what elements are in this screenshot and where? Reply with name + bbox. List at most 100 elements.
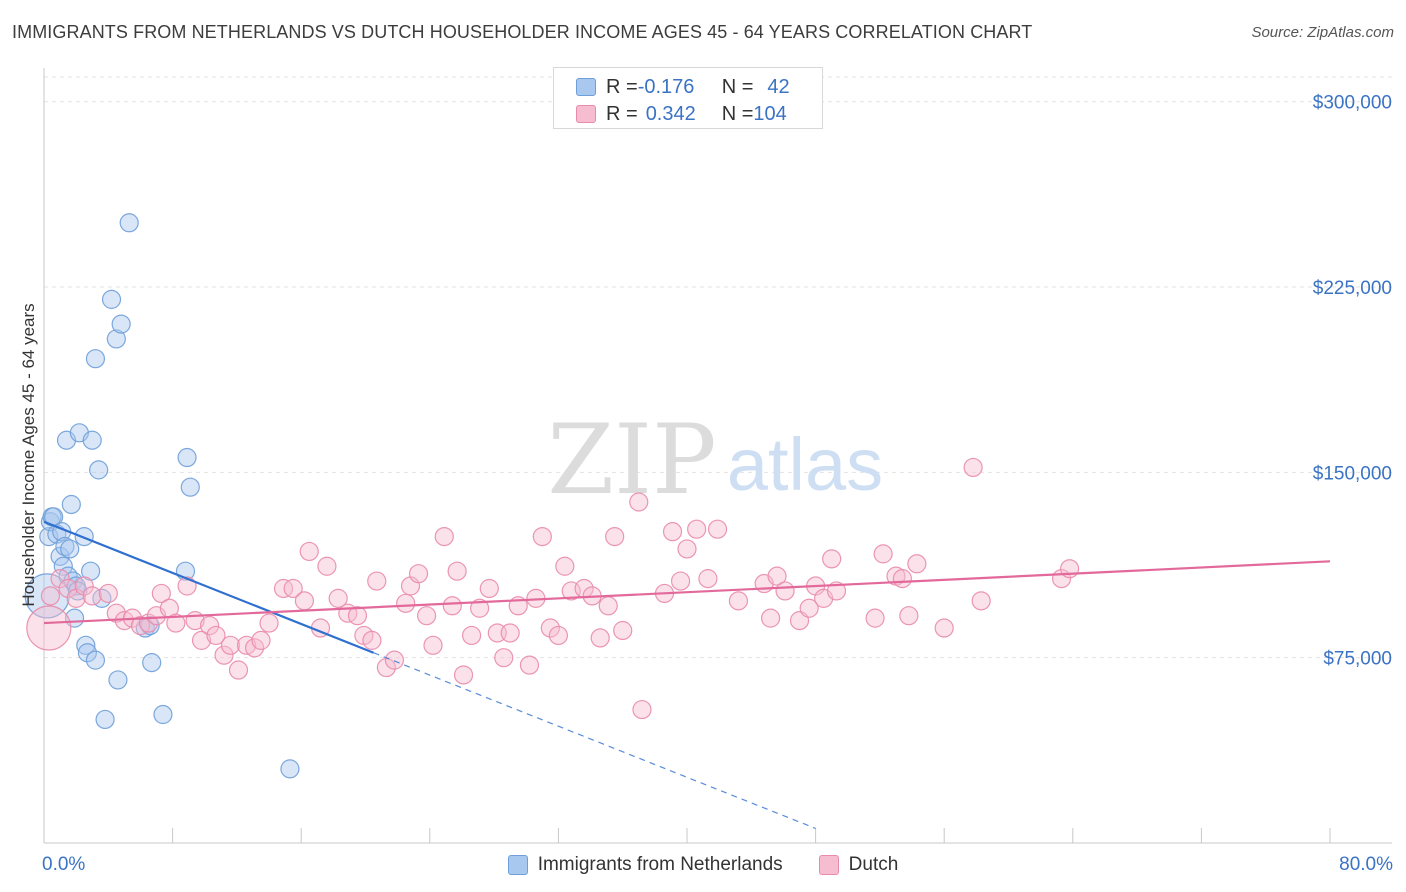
data-point [632, 699, 652, 720]
legend-swatch-dutch [818, 855, 839, 875]
data-point [408, 564, 429, 584]
data-point [142, 653, 162, 673]
x-tick-labels: 0.0% 80.0% [42, 854, 1393, 875]
grid-lines [44, 76, 1392, 659]
legend-r-label: R = [606, 75, 638, 98]
series-immigrants-points [24, 213, 300, 779]
data-point [971, 591, 991, 611]
data-point [590, 628, 610, 648]
legend-swatch-immigrants [576, 78, 596, 96]
data-point [61, 494, 81, 515]
legend-row-dutch: R = 0.342 N = 104 [576, 101, 787, 127]
trend-lines [43, 520, 1331, 829]
data-point [82, 586, 102, 606]
data-point [540, 618, 560, 638]
data-point [899, 606, 919, 626]
legend-r-value: 0.342 [645, 102, 696, 125]
data-point [40, 586, 61, 606]
data-point [101, 289, 122, 309]
data-point [77, 643, 98, 663]
data-point [259, 613, 279, 633]
data-point [85, 349, 106, 369]
data-point [153, 704, 173, 725]
trend-line-dutch [43, 560, 1331, 625]
data-point [206, 625, 226, 646]
data-point [532, 526, 552, 547]
data-point [629, 492, 649, 512]
data-point [384, 650, 405, 670]
data-point [416, 606, 437, 626]
y-tick-label: $225,000 [1313, 278, 1392, 299]
data-point [130, 615, 151, 636]
y-tick-labels: $75,000 $150,000 $225,000 $300,000 [1313, 93, 1392, 670]
correlation-legend: R = -0.176 N = 42 R = 0.342 N = 104 [553, 67, 823, 129]
data-point [76, 635, 96, 655]
data-point [151, 583, 171, 604]
data-point [907, 554, 927, 574]
data-point [95, 709, 115, 730]
legend-r-label: R = [606, 102, 638, 125]
legend-n-value: 104 [753, 102, 787, 125]
data-point [58, 578, 78, 599]
data-point [873, 544, 893, 564]
data-point [236, 635, 257, 655]
data-point [555, 556, 575, 576]
source-label: Source: ZipAtlas.com [1251, 24, 1394, 41]
legend-item-dutch[interactable]: Dutch [818, 854, 899, 876]
data-point [317, 556, 337, 576]
legend-label-dutch: Dutch [848, 854, 899, 875]
axes [43, 68, 1392, 844]
data-point [494, 648, 514, 668]
data-point [698, 569, 718, 589]
legend-n-label: N = [721, 102, 754, 125]
series-dutch-points [26, 457, 1080, 720]
data-point [613, 620, 633, 641]
data-point [98, 583, 118, 604]
trend-line-immigrants-extrapolated [373, 652, 816, 829]
data-point [191, 630, 212, 650]
data-point [423, 635, 443, 655]
data-point [707, 519, 728, 539]
data-point [519, 655, 540, 675]
data-point [775, 581, 795, 601]
data-point [177, 447, 197, 468]
data-point [108, 670, 128, 690]
data-point [865, 608, 885, 628]
data-point [447, 561, 467, 581]
legend-item-immigrants[interactable]: Immigrants from Netherlands [507, 854, 783, 876]
data-point [598, 596, 618, 616]
data-point [60, 539, 80, 559]
x-tick-label-max: 80.0% [1339, 854, 1393, 875]
data-point [892, 569, 913, 589]
data-point [367, 571, 387, 591]
data-point [82, 430, 102, 450]
legend-swatch-dutch [576, 105, 596, 123]
data-point [605, 526, 625, 547]
watermark: ZIP atlas [547, 404, 883, 516]
watermark-atlas: atlas [727, 423, 883, 506]
data-point [106, 329, 126, 349]
data-point [548, 625, 569, 646]
data-point [687, 519, 707, 539]
y-axis-label: Householder Income Ages 45 - 64 years [19, 303, 38, 606]
data-point [376, 657, 396, 678]
legend-r-value: -0.176 [637, 75, 695, 98]
data-point [442, 596, 462, 616]
data-point [119, 213, 139, 233]
data-point [180, 477, 200, 497]
data-point [214, 645, 234, 665]
data-point [299, 541, 319, 562]
data-point [244, 638, 265, 658]
data-point [934, 618, 954, 638]
data-point [251, 630, 271, 650]
data-point [362, 630, 382, 650]
data-point [453, 665, 474, 685]
watermark-zip: ZIP [547, 404, 716, 516]
data-point [111, 314, 131, 334]
legend-swatch-immigrants [507, 855, 528, 875]
legend-n-label: N = [721, 75, 754, 98]
chart-title: IMMIGRANTS FROM NETHERLANDS VS DUTCH HOU… [12, 22, 1033, 42]
data-point [26, 605, 72, 651]
data-point [434, 526, 454, 547]
